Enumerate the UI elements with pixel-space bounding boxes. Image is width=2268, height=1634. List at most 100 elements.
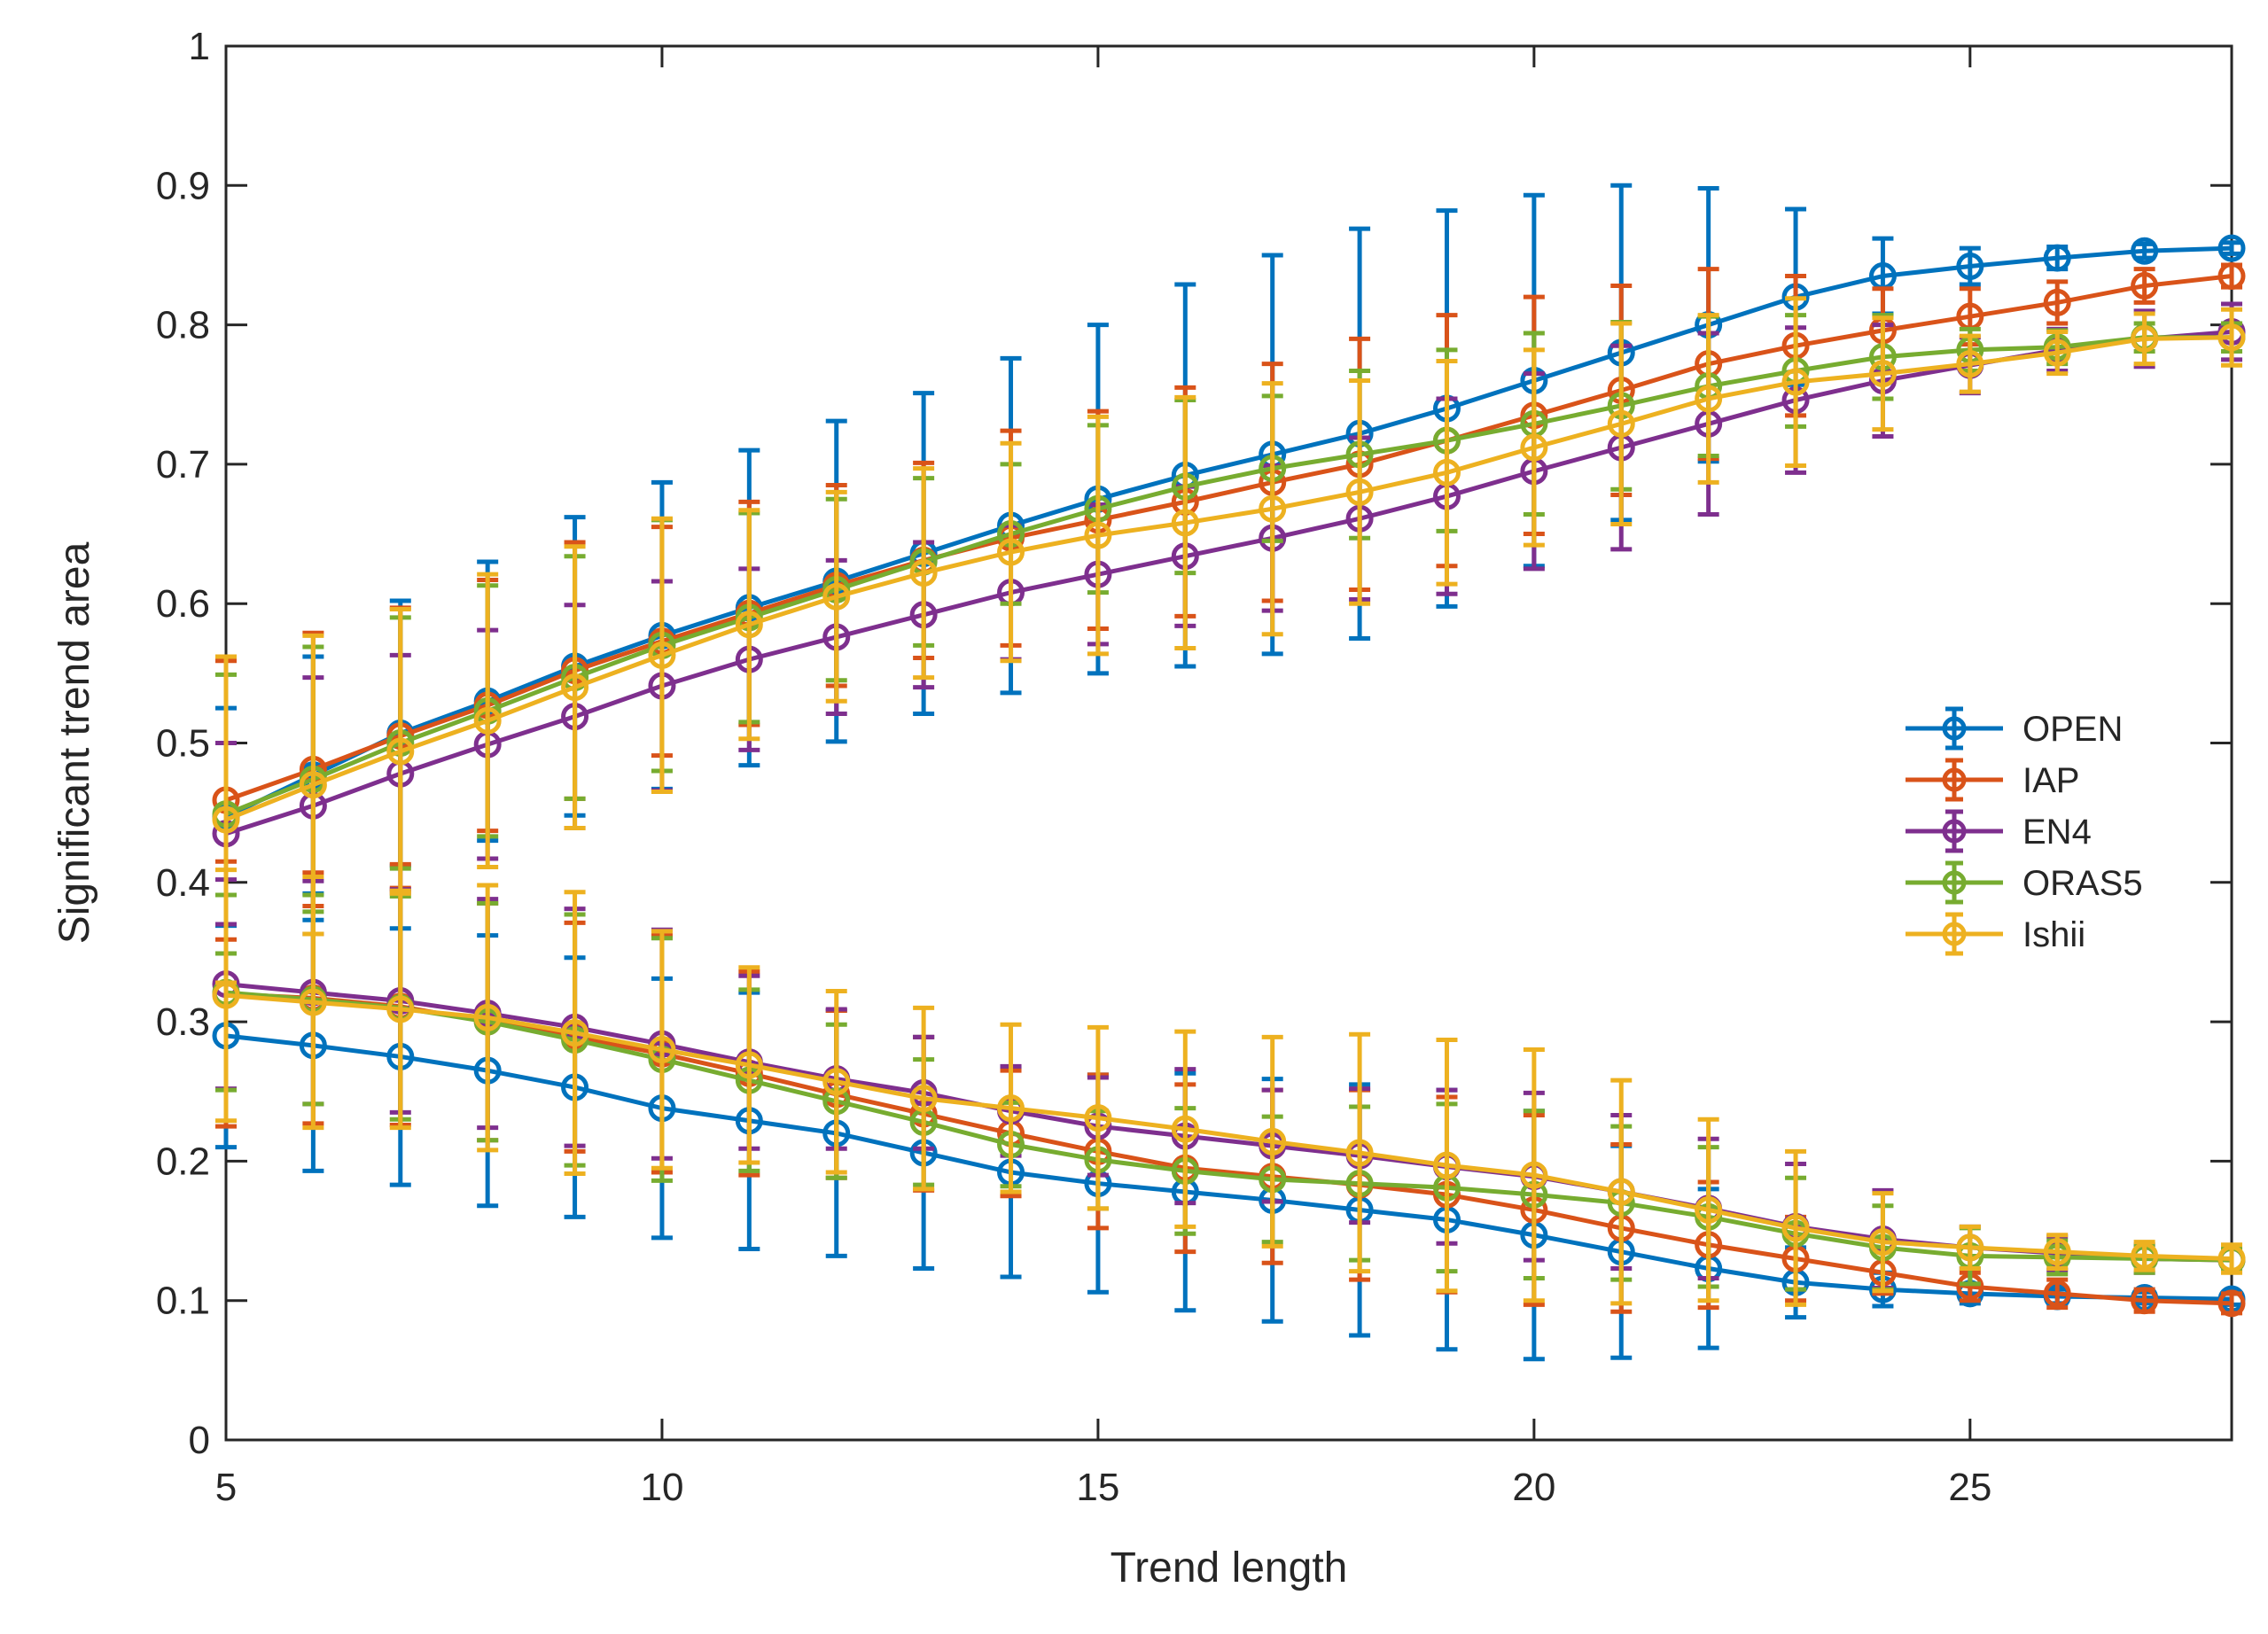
series-line xyxy=(225,335,2232,817)
legend: OPEN IAP EN4 ORAS5 Ishii xyxy=(1893,693,2203,968)
legend-label: ORAS5 xyxy=(2022,864,2143,903)
data-point xyxy=(2043,288,2071,316)
legend-label: Ishii xyxy=(2022,915,2085,954)
data-point xyxy=(1432,1151,1461,1179)
y-axis-title: Significant trend area xyxy=(51,541,98,944)
series-line xyxy=(225,990,2233,1263)
data-point xyxy=(386,995,415,1023)
data-point xyxy=(997,1094,1025,1123)
y-tick-label: 0.7 xyxy=(156,443,210,486)
data-point xyxy=(2043,338,2071,367)
legend-marker xyxy=(1942,716,1967,741)
data-point xyxy=(1695,385,1723,413)
legend-entry-open: OPEN xyxy=(1906,706,2123,751)
y-tick-label: 0.5 xyxy=(156,722,210,766)
data-point xyxy=(1345,478,1374,506)
data-point xyxy=(648,641,676,669)
data-point xyxy=(1345,1139,1374,1167)
series-ishii-lower xyxy=(212,868,2246,1307)
x-axis-title: Trend length xyxy=(1111,1545,1348,1591)
legend-marker xyxy=(1942,819,1967,844)
series-line xyxy=(225,329,2233,836)
data-point xyxy=(2217,262,2246,291)
legend-label: EN4 xyxy=(2022,813,2092,852)
data-point xyxy=(909,559,938,587)
data-point xyxy=(1520,1161,1548,1189)
data-point xyxy=(212,981,240,1009)
data-point xyxy=(1432,458,1461,486)
data-point xyxy=(909,1085,938,1113)
data-point xyxy=(1171,509,1199,537)
data-point xyxy=(1259,1127,1287,1155)
legend-entry-en4: EN4 xyxy=(1906,809,2092,853)
data-point xyxy=(1781,368,1810,396)
data-point xyxy=(561,1019,589,1047)
x-tick-label: 5 xyxy=(215,1466,237,1509)
data-point xyxy=(561,673,589,702)
x-tick-label: 15 xyxy=(1076,1466,1119,1509)
data-point xyxy=(2131,1287,2159,1315)
data-point xyxy=(1956,350,1984,378)
data-point xyxy=(299,771,327,799)
series-line xyxy=(225,335,2233,822)
x-tick-label: 20 xyxy=(1512,1466,1555,1509)
data-point xyxy=(1084,521,1112,549)
data-point xyxy=(2043,244,2071,272)
data-point xyxy=(2131,324,2159,353)
data-point xyxy=(2131,1241,2159,1270)
data-point xyxy=(1607,1178,1635,1206)
data-point xyxy=(2043,1238,2071,1266)
y-tick-label: 0.2 xyxy=(156,1140,210,1183)
y-tick-label: 0.6 xyxy=(156,582,210,626)
data-point xyxy=(822,582,851,611)
legend-label: IAP xyxy=(2022,761,2079,800)
data-point xyxy=(2043,1280,2071,1308)
y-tick-label: 0.9 xyxy=(156,164,210,207)
legend-entry-oras5: ORAS5 xyxy=(1906,860,2143,905)
data-point xyxy=(299,988,327,1016)
data-point xyxy=(386,737,415,766)
series-layer xyxy=(212,183,2246,1362)
data-point xyxy=(1956,1233,1984,1262)
y-tick-label: 0.8 xyxy=(156,304,210,347)
series-line xyxy=(225,992,2233,1262)
data-point xyxy=(1259,494,1287,523)
data-point xyxy=(2131,237,2159,265)
data-point xyxy=(1695,1195,1723,1224)
data-point xyxy=(2217,1245,2246,1273)
y-tick-label: 0 xyxy=(189,1419,210,1462)
data-point xyxy=(1520,433,1548,462)
y-tick-label: 0.4 xyxy=(156,861,210,905)
data-point xyxy=(1868,360,1897,388)
data-point xyxy=(822,1068,851,1096)
data-point xyxy=(473,1003,502,1031)
data-point xyxy=(1084,1104,1112,1132)
y-tick-label: 0.1 xyxy=(156,1280,210,1323)
x-axis: 5 10 15 20 25 xyxy=(215,46,1991,1509)
data-point xyxy=(1607,409,1635,438)
legend-entry-ishii: Ishii xyxy=(1906,912,2085,956)
data-point xyxy=(473,706,502,735)
series-line xyxy=(225,274,2233,803)
series-line xyxy=(225,982,2233,1263)
data-point xyxy=(735,611,763,639)
series-line xyxy=(224,245,2233,820)
series-ishii xyxy=(212,296,2246,1307)
data-point xyxy=(648,1036,676,1064)
y-axis: 0 0.1 0.2 0.3 0.4 0.5 0.6 0.7 0.8 0.9 1 xyxy=(156,25,2232,1462)
data-point xyxy=(1956,253,1984,281)
x-tick-label: 25 xyxy=(1948,1466,1991,1509)
y-tick-label: 0.3 xyxy=(156,1000,210,1044)
legend-label: OPEN xyxy=(2022,710,2123,749)
data-point xyxy=(2217,1289,2246,1318)
legend-entry-iap: IAP xyxy=(1906,758,2079,802)
data-point xyxy=(2131,272,2159,300)
data-point xyxy=(212,805,240,834)
data-point xyxy=(997,538,1025,566)
legend-marker xyxy=(1942,870,1967,895)
data-point xyxy=(2217,323,2246,352)
series-line xyxy=(225,1033,2233,1302)
data-point xyxy=(1868,1228,1897,1257)
